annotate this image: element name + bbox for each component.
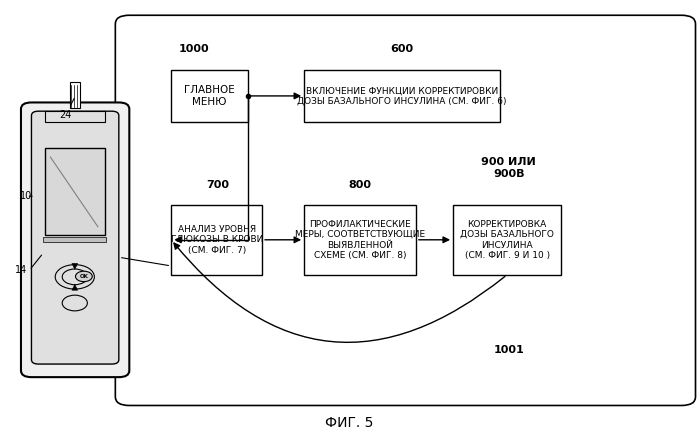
Text: 14: 14: [15, 266, 28, 275]
Text: 800: 800: [349, 180, 371, 190]
Text: ГЛАВНОЕ
МЕНЮ: ГЛАВНОЕ МЕНЮ: [185, 85, 235, 107]
FancyBboxPatch shape: [21, 102, 129, 377]
Text: OK: OK: [80, 274, 88, 279]
FancyBboxPatch shape: [45, 148, 105, 235]
Bar: [45, 111, 105, 122]
Text: 900 ИЛИ
900В: 900 ИЛИ 900В: [482, 157, 536, 179]
Circle shape: [75, 271, 92, 282]
Text: 24: 24: [59, 99, 74, 120]
Text: 700: 700: [207, 180, 229, 190]
Text: 1000: 1000: [179, 44, 210, 54]
Text: ФИГ. 5: ФИГ. 5: [325, 416, 374, 430]
FancyBboxPatch shape: [115, 15, 696, 405]
Text: ВКЛЮЧЕНИЕ ФУНКЦИИ КОРРЕКТИРОВКИ
ДОЗЫ БАЗАЛЬНОГО ИНСУЛИНА (СМ. ФИГ. 6): ВКЛЮЧЕНИЕ ФУНКЦИИ КОРРЕКТИРОВКИ ДОЗЫ БАЗ…: [297, 86, 507, 106]
FancyBboxPatch shape: [304, 70, 500, 122]
Text: 600: 600: [390, 44, 414, 54]
Text: 1001: 1001: [493, 345, 524, 355]
FancyBboxPatch shape: [453, 205, 561, 275]
FancyBboxPatch shape: [31, 111, 119, 364]
Text: АНАЛИЗ УРОВНЯ
ГЛЮКОЗЫ В КРОВИ
(СМ. ФИГ. 7): АНАЛИЗ УРОВНЯ ГЛЮКОЗЫ В КРОВИ (СМ. ФИГ. …: [171, 225, 263, 255]
FancyBboxPatch shape: [171, 205, 262, 275]
Text: 10: 10: [20, 191, 32, 201]
Bar: [43, 237, 106, 242]
Text: ПРОФИЛАКТИЧЕСКИЕ
МЕРЫ, СООТВЕТСТВУЮЩИЕ
ВЫЯВЛЕННОЙ
СХЕМЕ (СМ. ФИГ. 8): ПРОФИЛАКТИЧЕСКИЕ МЕРЫ, СООТВЕТСТВУЮЩИЕ В…: [295, 220, 425, 260]
FancyBboxPatch shape: [304, 205, 416, 275]
FancyBboxPatch shape: [171, 70, 248, 122]
Text: КОРРЕКТИРОВКА
ДОЗЫ БАЗАЛЬНОГО
ИНСУЛИНА
(СМ. ФИГ. 9 И 10 ): КОРРЕКТИРОВКА ДОЗЫ БАЗАЛЬНОГО ИНСУЛИНА (…: [460, 220, 554, 260]
Bar: [70, 82, 80, 108]
